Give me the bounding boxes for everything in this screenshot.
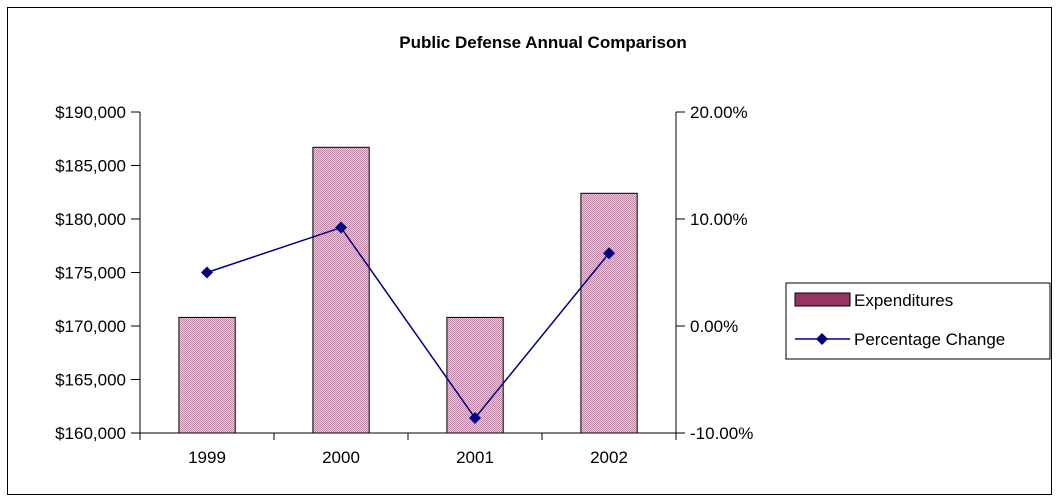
line-layer bbox=[201, 221, 615, 425]
bar-2002 bbox=[580, 192, 638, 434]
percentage-change-line bbox=[206, 226, 610, 420]
ticks-layer: $160,000 $165,000 $170,000 $175,000 $180,000… bbox=[55, 103, 753, 467]
percentage-change-point-2000 bbox=[335, 221, 347, 234]
right-tick-label: 10.00% bbox=[690, 210, 748, 229]
left-tick-label: $175,000 bbox=[55, 264, 126, 283]
left-tick-label: $165,000 bbox=[55, 371, 126, 390]
percentage-change-point-2002 bbox=[603, 247, 615, 260]
x-tick-label: 2001 bbox=[456, 448, 494, 467]
bars-layer bbox=[178, 146, 638, 434]
percentage-change-point-1999 bbox=[201, 266, 213, 279]
chart-frame: Public Defense Annual Comparison $160,00… bbox=[7, 7, 1052, 495]
chart-title: Public Defense Annual Comparison bbox=[399, 33, 686, 52]
x-tick-label: 2000 bbox=[322, 448, 360, 467]
left-tick-label: $185,000 bbox=[55, 157, 126, 176]
legend-label-percentage-change: Percentage Change bbox=[854, 330, 1005, 349]
bar-2000 bbox=[312, 146, 370, 434]
legend-swatch-expenditures bbox=[794, 292, 851, 307]
x-tick-label: 1999 bbox=[188, 448, 226, 467]
left-tick-label: $180,000 bbox=[55, 210, 126, 229]
left-tick-label: $190,000 bbox=[55, 103, 126, 122]
legend: Expenditures Percentage Change bbox=[785, 282, 1051, 360]
chart-svg: Public Defense Annual Comparison $160,00… bbox=[55, 33, 1051, 467]
right-tick-label: 20.00% bbox=[690, 103, 748, 122]
bar-1999 bbox=[178, 316, 236, 434]
right-tick-label: -10.00% bbox=[690, 424, 753, 443]
right-tick-label: 0.00% bbox=[690, 317, 738, 336]
legend-marker-percentage-change bbox=[816, 333, 828, 345]
left-tick-label: $170,000 bbox=[55, 317, 126, 336]
percentage-change-point-2001 bbox=[469, 412, 481, 425]
x-tick-label: 2002 bbox=[590, 448, 628, 467]
left-tick-label: $160,000 bbox=[55, 424, 126, 443]
legend-label-expenditures: Expenditures bbox=[854, 291, 953, 310]
